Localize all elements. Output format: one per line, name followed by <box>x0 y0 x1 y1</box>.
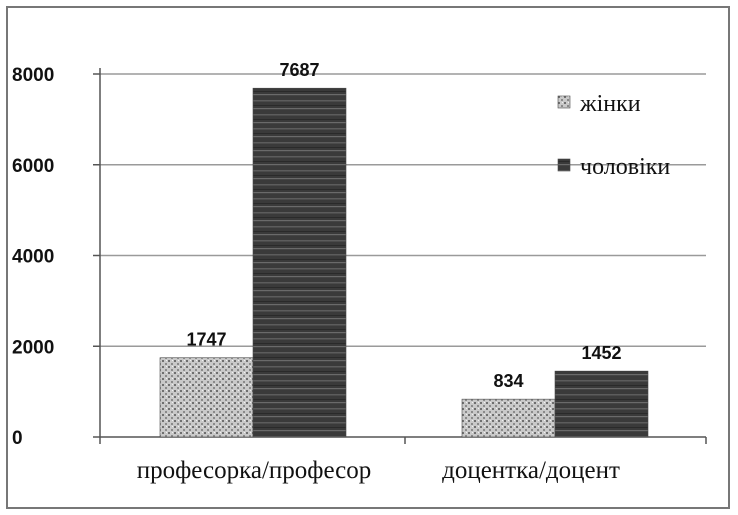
legend-swatch-men <box>557 158 571 172</box>
y-tick-label: 0 <box>12 428 23 449</box>
data-label: 834 <box>493 371 523 391</box>
legend-label: жінки <box>579 91 641 117</box>
labels: 0 2000 4000 6000 8000 1747 7687 834 1452 професор… <box>12 60 622 484</box>
bar-men <box>252 87 347 438</box>
bar-women <box>159 357 254 438</box>
x-tick-label: доцентка/доцент <box>442 457 620 484</box>
legend-label: чоловіки <box>580 154 670 180</box>
y-tick-label: 4000 <box>12 247 54 268</box>
x-tick-label: професорка/професор <box>137 457 372 484</box>
bar-women <box>461 398 556 438</box>
y-tick-label: 6000 <box>12 156 54 177</box>
data-label: 1747 <box>186 330 226 350</box>
bars <box>159 87 649 438</box>
legend-swatch-women <box>557 95 571 109</box>
legend: жінки чоловіки <box>557 91 670 180</box>
y-tick-label: 2000 <box>12 337 54 358</box>
bar-men <box>554 370 649 438</box>
y-tick-label: 8000 <box>12 65 54 86</box>
gridlines <box>100 73 706 347</box>
data-label: 1452 <box>581 343 621 363</box>
data-label: 7687 <box>279 60 319 80</box>
